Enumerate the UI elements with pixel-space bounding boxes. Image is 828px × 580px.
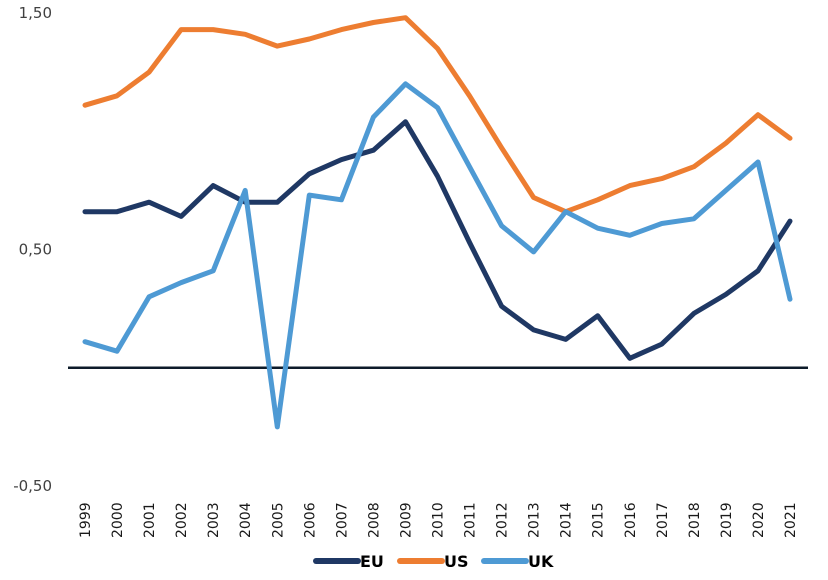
y-axis-ticks: 1,50 0,50 -0,50 <box>13 4 52 495</box>
x-tick-label: 2012 <box>495 502 511 538</box>
series-line-us <box>82 15 793 215</box>
x-tick-label: 2008 <box>366 502 382 538</box>
x-tick-label: 2007 <box>334 502 350 538</box>
x-tick-label: 2021 <box>783 502 799 538</box>
legend-item-eu: EU <box>313 552 384 571</box>
x-tick-label: 2002 <box>174 502 190 538</box>
legend-label: US <box>444 552 469 571</box>
x-tick-label: 2009 <box>398 502 414 538</box>
legend-label: UK <box>528 552 554 571</box>
x-axis-ticks: 1999 2000 2001 2002 2003 2004 2005 2006 2007 2008… <box>78 502 799 538</box>
x-tick-label: 2018 <box>687 502 703 538</box>
x-tick-label: 2001 <box>142 502 158 538</box>
series-layer <box>82 15 793 430</box>
x-tick-label: 2013 <box>527 502 543 538</box>
series-line-eu <box>82 119 793 361</box>
y-tick-label: 0,50 <box>19 241 52 259</box>
y-tick-label: -0,50 <box>13 477 52 495</box>
x-tick-label: 2020 <box>751 502 767 538</box>
legend-label: EU <box>360 552 384 571</box>
legend: EU US UK <box>313 552 554 571</box>
legend-item-uk: UK <box>481 552 554 571</box>
x-tick-label: 2004 <box>238 502 254 538</box>
x-tick-label: 2019 <box>719 502 735 538</box>
x-tick-label: 2015 <box>591 502 607 538</box>
x-tick-label: 2000 <box>110 502 126 538</box>
y-tick-label: 1,50 <box>19 4 52 22</box>
x-tick-label: 2016 <box>623 502 639 538</box>
x-tick-label: 2017 <box>655 502 671 538</box>
x-tick-label: 2014 <box>559 502 575 538</box>
legend-item-us: US <box>397 552 469 571</box>
x-tick-label: 2011 <box>463 502 479 538</box>
x-tick-label: 2006 <box>302 502 318 538</box>
x-tick-label: 1999 <box>78 502 94 538</box>
x-tick-label: 2003 <box>206 502 222 538</box>
series-line-uk <box>82 81 793 430</box>
x-tick-label: 2005 <box>270 502 286 538</box>
x-tick-label: 2010 <box>431 502 447 538</box>
